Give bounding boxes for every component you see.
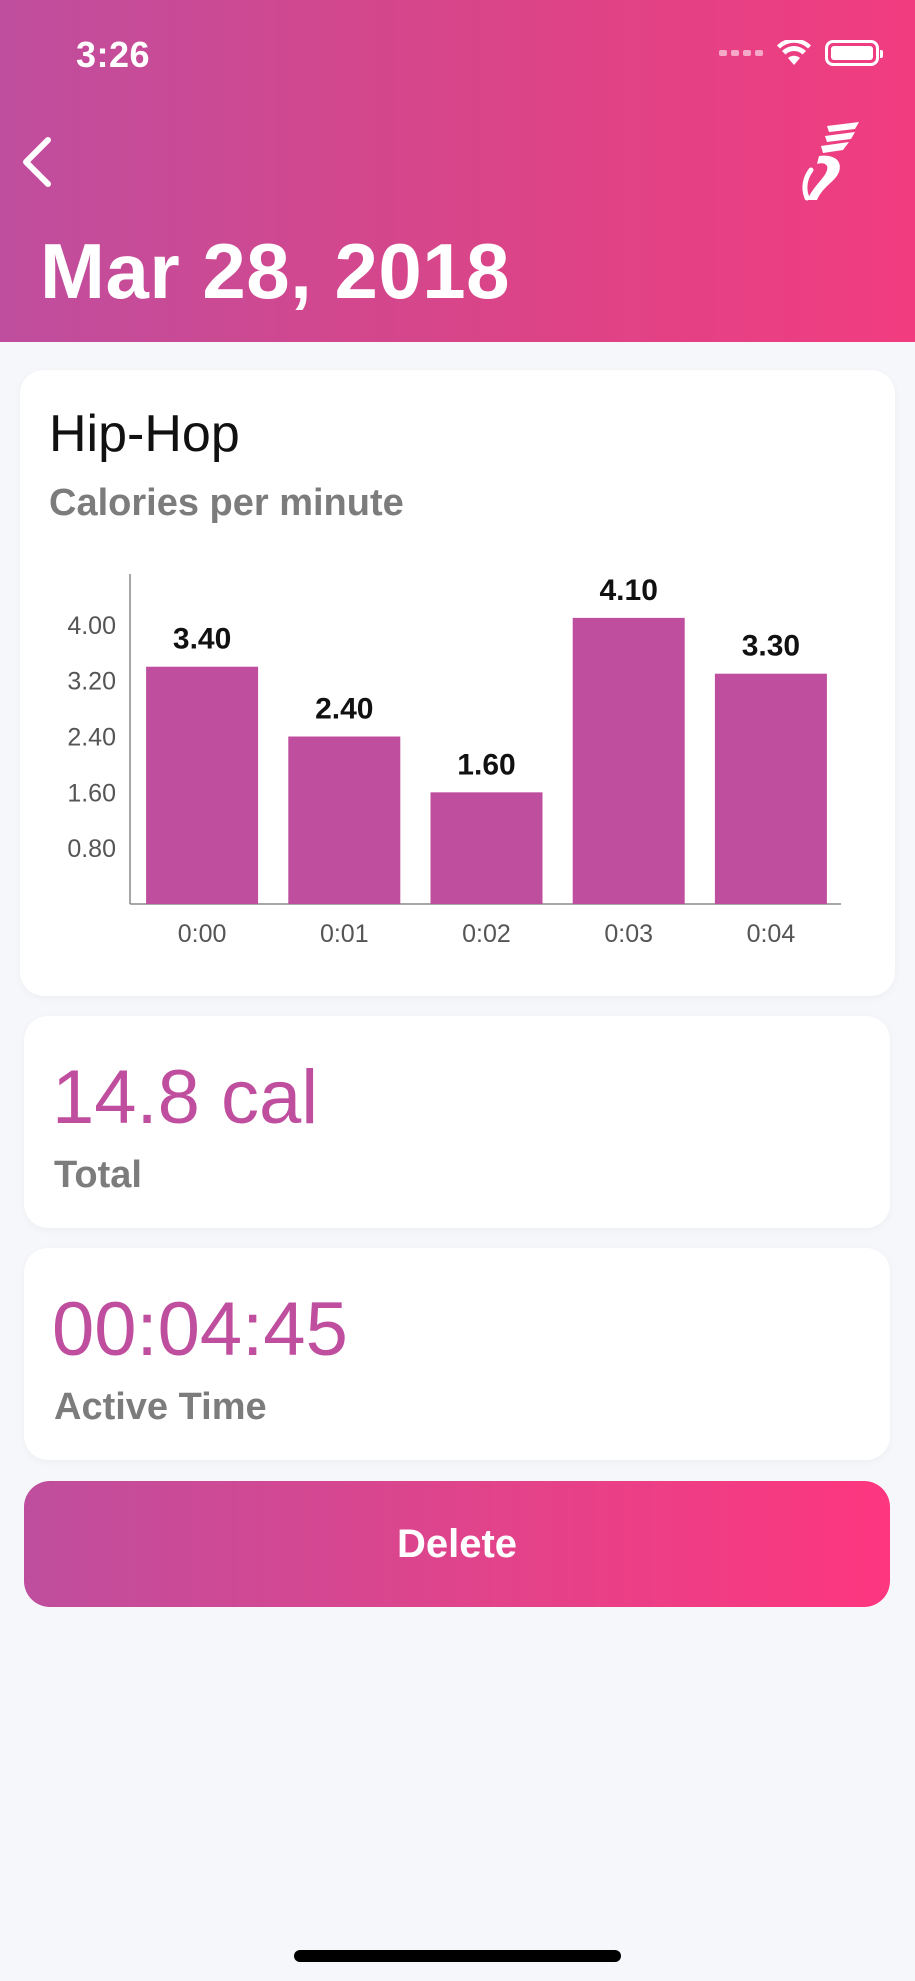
page-title: Mar 28, 2018 bbox=[40, 227, 511, 315]
chart-bar bbox=[714, 673, 827, 904]
x-tick-label: 0:02 bbox=[462, 920, 511, 948]
chart-bar bbox=[430, 792, 543, 904]
chart-card: Hip-Hop Calories per minute 0.80 1.60 2.40… bbox=[20, 370, 895, 996]
cellular-signal-icon bbox=[719, 50, 763, 56]
header: 3:26 Mar 28, 2018 bbox=[0, 0, 915, 342]
y-tick-label: 4.00 bbox=[67, 612, 116, 640]
x-tick-label: 0:03 bbox=[604, 920, 653, 948]
total-calories-value: 14.8 cal bbox=[52, 1055, 319, 1140]
active-time-value: 00:04:45 bbox=[52, 1287, 348, 1372]
battery-icon bbox=[825, 40, 883, 66]
bar-value-label: 1.60 bbox=[457, 748, 515, 781]
x-tick-label: 0:01 bbox=[320, 920, 369, 948]
x-tick-label: 0:04 bbox=[747, 920, 796, 948]
chart-bar bbox=[288, 736, 401, 904]
x-tick-label: 0:00 bbox=[178, 920, 227, 948]
workout-name: Hip-Hop bbox=[49, 405, 240, 463]
status-time: 3:26 bbox=[76, 34, 151, 75]
bar-value-label: 3.40 bbox=[173, 623, 231, 656]
total-calories-label: Total bbox=[54, 1154, 142, 1196]
y-tick-label: 3.20 bbox=[67, 668, 116, 696]
bar-value-label: 2.40 bbox=[315, 693, 373, 726]
bar-value-label: 3.30 bbox=[742, 630, 800, 663]
home-indicator bbox=[294, 1950, 621, 1962]
calories-bar-chart: 0.80 1.60 2.40 3.20 4.00 3.40 0:00 2.40 0:01 1.60… bbox=[67, 574, 841, 948]
chart-bar bbox=[572, 617, 685, 904]
chart-subtitle: Calories per minute bbox=[49, 482, 404, 524]
y-tick-label: 2.40 bbox=[67, 724, 116, 752]
back-chevron-icon[interactable] bbox=[16, 132, 66, 192]
winged-shoe-icon bbox=[802, 122, 859, 201]
active-time-card: 00:04:45 Active Time bbox=[24, 1248, 890, 1460]
status-icons bbox=[719, 40, 883, 66]
wifi-icon bbox=[777, 40, 811, 65]
total-calories-card: 14.8 cal Total bbox=[24, 1016, 890, 1228]
y-tick-label: 0.80 bbox=[67, 835, 116, 863]
chart-bar bbox=[146, 666, 259, 904]
active-time-label: Active Time bbox=[54, 1386, 267, 1428]
bar-value-label: 4.10 bbox=[600, 574, 658, 607]
delete-button[interactable]: Delete bbox=[24, 1481, 890, 1607]
y-tick-label: 1.60 bbox=[67, 779, 116, 807]
